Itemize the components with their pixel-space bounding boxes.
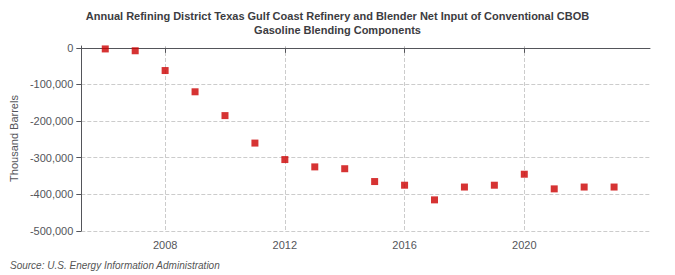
svg-text:-100,000: -100,000 — [30, 78, 73, 90]
svg-text:-500,000: -500,000 — [30, 225, 73, 237]
svg-text:Gasoline Blending Components: Gasoline Blending Components — [254, 24, 421, 36]
svg-text:Annual Refining District Texas: Annual Refining District Texas Gulf Coas… — [86, 10, 589, 22]
svg-text:0: 0 — [67, 42, 73, 54]
svg-text:-400,000: -400,000 — [30, 188, 73, 200]
svg-text:2012: 2012 — [273, 239, 297, 251]
svg-text:-200,000: -200,000 — [30, 115, 73, 127]
svg-text:2008: 2008 — [153, 239, 177, 251]
svg-text:-300,000: -300,000 — [30, 152, 73, 164]
svg-text:2020: 2020 — [512, 239, 536, 251]
svg-text:Thousand Barrels: Thousand Barrels — [8, 95, 20, 182]
svg-text:Source: U.S. Energy Informatio: Source: U.S. Energy Information Administ… — [10, 260, 220, 271]
svg-text:2016: 2016 — [392, 239, 416, 251]
